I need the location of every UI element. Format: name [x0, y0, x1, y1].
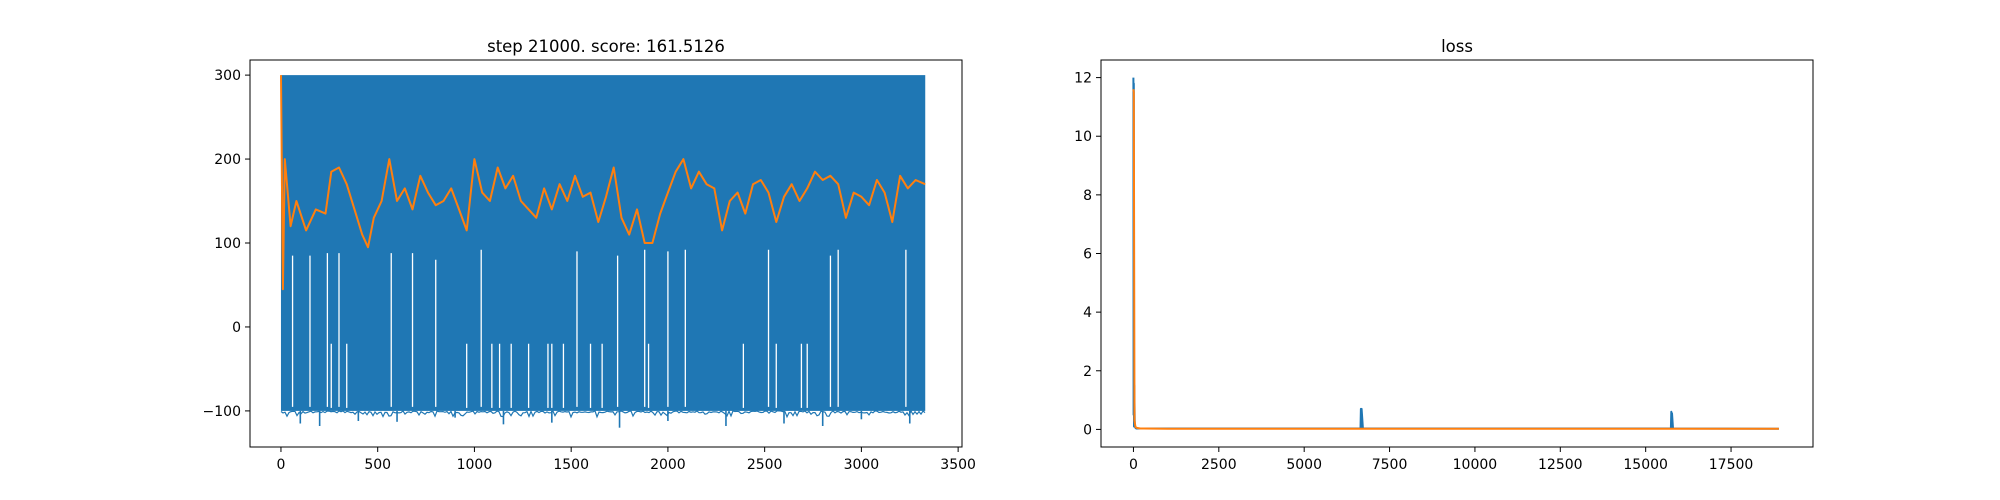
- score-x-tick-label-2: 1000: [457, 457, 493, 473]
- loss-chart: loss 0 2500 5000 7500 10000 12500 15000 17500 0 2…: [1074, 37, 1814, 473]
- score-y-tick-label-3: 200: [214, 152, 241, 168]
- score-x-tick-label-6: 3000: [844, 457, 880, 473]
- score-series-1-line: [280, 75, 926, 291]
- score-series-0-band-fill: [280, 75, 926, 411]
- score-chart-axes: 0 500 1000 1500 2000 2500 3000 3500 −100 0 100 200 3…: [203, 59, 976, 473]
- loss-y-tick-label-5: 10: [1074, 129, 1092, 145]
- loss-y-tick-label-4: 8: [1083, 188, 1092, 204]
- loss-y-tick-label-2: 4: [1083, 305, 1092, 321]
- loss-x-tick-label-0: 0: [1129, 457, 1138, 473]
- score-x-tick-label-7: 3500: [940, 457, 976, 473]
- loss-x-tick-label-4: 10000: [1453, 457, 1498, 473]
- loss-series-group: [1132, 77, 1779, 430]
- score-axes-frame: [249, 59, 963, 448]
- loss-series-1-line: [1132, 89, 1779, 430]
- score-x-tick-label-3: 1500: [553, 457, 589, 473]
- score-chart: step 21000. score: 161.5126 0 500 1000 1500…: [203, 37, 976, 473]
- score-x-tick-label-5: 2500: [747, 457, 783, 473]
- loss-x-tick-label-1: 2500: [1201, 457, 1237, 473]
- score-series-0-band-lower-edge: [280, 409, 926, 419]
- loss-y-tick-label-6: 12: [1074, 71, 1092, 87]
- score-chart-plot-area: [280, 75, 926, 428]
- loss-x-tick-label-2: 5000: [1286, 457, 1322, 473]
- score-y-tick-label-1: 0: [232, 320, 241, 336]
- score-y-tick-label-2: 100: [214, 236, 241, 252]
- loss-x-tick-label-7: 17500: [1709, 457, 1754, 473]
- loss-chart-axes: 0 2500 5000 7500 10000 12500 15000 17500 0 2 4 6 8 10…: [1074, 59, 1814, 473]
- loss-x-tick-label-5: 12500: [1538, 457, 1583, 473]
- loss-y-tick-label-1: 2: [1083, 364, 1092, 380]
- loss-chart-title: loss: [1441, 37, 1473, 56]
- score-x-tick-label-0: 0: [276, 457, 285, 473]
- score-x-tick-label-1: 500: [364, 457, 391, 473]
- score-series-group: [280, 75, 926, 428]
- loss-chart-plot-area: [1132, 77, 1779, 430]
- score-x-tick-label-4: 2000: [650, 457, 686, 473]
- loss-x-tick-label-3: 7500: [1372, 457, 1408, 473]
- loss-y-tick-label-0: 0: [1083, 422, 1092, 438]
- score-y-tick-label-0: −100: [203, 404, 241, 420]
- loss-x-tick-label-6: 15000: [1623, 457, 1668, 473]
- score-y-tick-label-4: 300: [214, 68, 241, 84]
- score-chart-title: step 21000. score: 161.5126: [487, 37, 725, 56]
- loss-y-tick-label-3: 6: [1083, 247, 1092, 263]
